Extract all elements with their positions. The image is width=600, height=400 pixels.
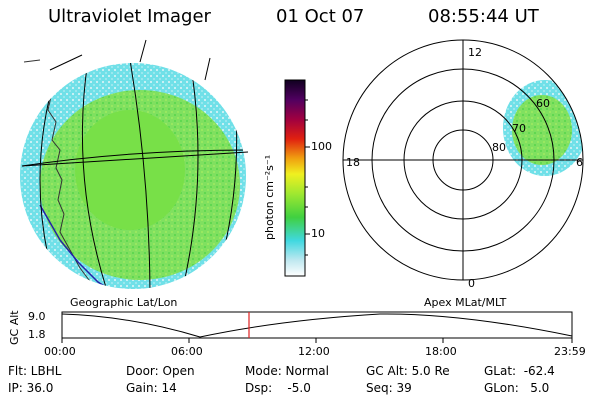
glon-info: GLon: 5.0 <box>484 381 550 395</box>
apex-label: Apex MLat/MLT <box>424 296 507 309</box>
colorbar-unit-label: photon cm⁻²s⁻¹ <box>263 154 276 240</box>
altitude-ytick-high: 9.0 <box>28 310 46 323</box>
xtick-1200: 12:00 <box>298 345 330 358</box>
polar-plot <box>342 39 584 281</box>
mlt-label-18: 18 <box>346 156 360 169</box>
ip-info: IP: 36.0 <box>8 381 54 395</box>
colorbar-tick-10: 10 <box>311 227 325 240</box>
colorbar-tick-100: 100 <box>311 140 332 153</box>
altitude-curve <box>61 313 573 338</box>
time-label: 08:55:44 UT <box>428 6 539 27</box>
mlt-label-0: 0 <box>468 277 475 290</box>
altitude-plot <box>61 311 573 343</box>
seq-info: Seq: 39 <box>366 381 412 395</box>
mode-info: Mode: Normal <box>245 364 329 378</box>
mlat-label-70: 70 <box>512 122 526 135</box>
xtick-1800: 18:00 <box>425 345 457 358</box>
gc-alt-info: GC Alt: 5.0 Re <box>366 364 450 378</box>
altitude-ytick-low: 1.8 <box>28 328 46 341</box>
date-label: 01 Oct 07 <box>276 6 365 27</box>
gain-info: Gain: 14 <box>126 381 177 395</box>
altitude-axis-label: GC Alt <box>8 310 21 345</box>
mlt-label-6: 6 <box>576 156 583 169</box>
mlat-label-80: 80 <box>492 141 506 154</box>
xtick-0600: 06:00 <box>171 345 203 358</box>
xtick-0000: 00:00 <box>44 345 76 358</box>
window-title: Ultraviolet Imager <box>48 6 211 27</box>
geographic-map <box>20 63 246 289</box>
door-info: Door: Open <box>126 364 195 378</box>
colorbar <box>284 79 310 277</box>
dsp-info: Dsp: -5.0 <box>245 381 311 395</box>
glat-info: GLat: -62.4 <box>484 364 555 378</box>
filter-info: Flt: LBHL <box>8 364 62 378</box>
mlat-label-60: 60 <box>536 97 550 110</box>
xtick-2359: 23:59 <box>554 345 586 358</box>
mlt-label-12: 12 <box>468 46 482 59</box>
geographic-label: Geographic Lat/Lon <box>70 296 178 309</box>
